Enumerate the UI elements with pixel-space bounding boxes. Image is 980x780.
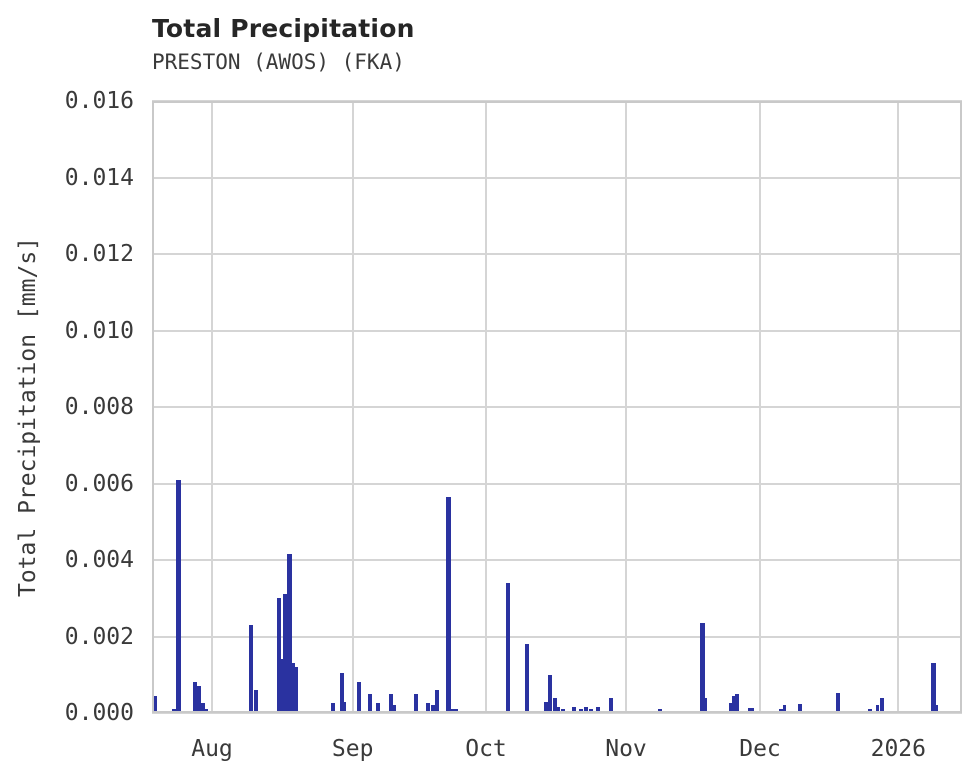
x-tick-label: Dec (739, 736, 781, 762)
precipitation-bar (368, 694, 372, 713)
v-gridline (351, 101, 354, 713)
y-tick-label: 0.002 (64, 623, 134, 650)
y-tick-label: 0.004 (64, 547, 134, 573)
h-gridline (152, 559, 962, 561)
precipitation-bar (445, 497, 451, 713)
y-tick-label: 0.014 (64, 164, 134, 191)
precipitation-bar (583, 707, 588, 713)
precipitation-bar (175, 480, 181, 713)
x-tick-label: Aug (191, 736, 233, 762)
v-gridline (759, 101, 761, 713)
precipitation-bar (935, 705, 938, 713)
precipitation-bar (276, 598, 281, 713)
precipitation-bar (200, 703, 205, 713)
precipitation-bar (505, 583, 510, 713)
h-gridline (152, 482, 962, 485)
v-gridline (897, 101, 900, 713)
x-tick-label: Nov (605, 736, 647, 762)
plot-area (152, 100, 962, 714)
precipitation-bar (339, 673, 344, 713)
precipitation-bar (868, 709, 872, 713)
y-tick-label: 0.012 (64, 241, 134, 267)
precipitation-bar (343, 702, 346, 713)
precipitation-bar (571, 707, 576, 713)
precipitation-bar (835, 693, 840, 713)
precipitation-bar (193, 682, 197, 713)
precipitation-bar (589, 709, 593, 713)
precipitation-bar (879, 698, 884, 713)
x-tick-label: Oct (465, 736, 507, 762)
precipitation-bar (552, 698, 557, 713)
precipitation-bar (732, 696, 735, 713)
precipitation-bar (783, 705, 786, 713)
precipitation-bar (280, 659, 283, 713)
chart-title: Total Precipitation (152, 14, 415, 43)
h-gridline (152, 406, 962, 408)
v-gridline (211, 101, 213, 713)
x-tick-label: 2026 (870, 736, 926, 762)
precipitation-bar (253, 690, 258, 713)
x-tick-label: Sep (331, 736, 374, 762)
v-gridline (485, 101, 487, 713)
precipitation-bar (393, 705, 396, 713)
precipitation-bar (291, 663, 295, 713)
precipitation-bar (548, 675, 552, 713)
h-gridline (152, 176, 962, 179)
precipitation-bar (414, 694, 418, 713)
precipitation-bar (704, 698, 707, 713)
precipitation-bar (454, 709, 458, 713)
precipitation-bar (595, 707, 600, 713)
precipitation-bar (330, 703, 335, 713)
precipitation-bar (608, 698, 613, 713)
precipitation-bar (658, 709, 662, 713)
precipitation-bar (797, 704, 802, 713)
precipitation-bar (389, 694, 393, 713)
precipitation-bar (434, 690, 439, 713)
precipitation-bar (931, 663, 936, 713)
h-gridline (152, 253, 962, 255)
precipitation-bar (747, 708, 754, 713)
h-gridline (152, 329, 962, 332)
precipitation-bar (294, 667, 298, 713)
precipitation-bar (560, 709, 565, 713)
precipitation-bar (375, 703, 380, 713)
precipitation-bar (425, 703, 430, 713)
precipitation-bar (544, 702, 548, 713)
precipitation-bar (152, 696, 157, 713)
y-tick-label: 0.008 (64, 394, 134, 420)
precipitation-bar (875, 705, 879, 713)
precipitation-bar (204, 709, 208, 713)
precipitation-bar (525, 644, 529, 713)
precipitation-bar (734, 694, 739, 713)
h-gridline (152, 100, 962, 102)
precipitation-bar (357, 682, 361, 713)
precipitation-bar (197, 686, 201, 713)
precipitation-bar (431, 705, 435, 713)
precipitation-bar (578, 709, 583, 713)
y-tick-label: 0.006 (64, 470, 134, 497)
chart-subtitle-station: PRESTON (AWOS) (FKA) (152, 50, 405, 74)
precipitation-bar (287, 554, 292, 713)
h-gridline (152, 712, 962, 714)
y-tick-label: 0.010 (64, 317, 134, 344)
y-tick-label: 0.016 (64, 88, 134, 114)
precipitation-bar (728, 703, 733, 713)
precipitation-bar (699, 623, 705, 713)
precipitation-bar (249, 625, 253, 713)
y-tick-label: 0.000 (64, 700, 134, 726)
v-gridline (625, 101, 627, 713)
h-gridline (152, 635, 962, 638)
precipitation-bar (283, 594, 287, 713)
precipitation-bar (556, 707, 560, 713)
